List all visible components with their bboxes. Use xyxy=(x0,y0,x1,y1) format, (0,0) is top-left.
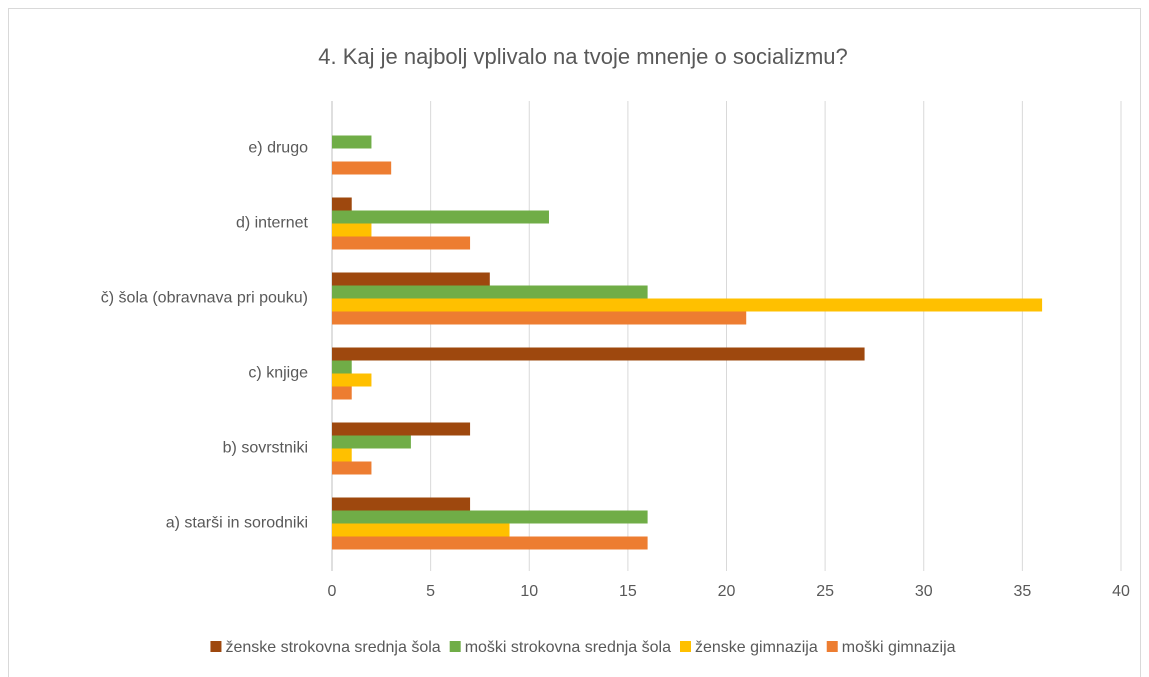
y-tick-label: d) internet xyxy=(236,215,309,232)
legend-swatch xyxy=(210,641,222,652)
x-tick-label: 20 xyxy=(718,583,736,600)
bar xyxy=(332,360,352,374)
bar xyxy=(332,236,471,250)
legend-swatch xyxy=(680,641,691,652)
legend-label: ženske gimnazija xyxy=(695,639,818,656)
x-tick-label: 40 xyxy=(1112,583,1130,600)
bar xyxy=(332,135,372,149)
bar xyxy=(332,285,648,299)
bar xyxy=(332,197,352,211)
x-tick-label: 10 xyxy=(520,583,538,600)
bar xyxy=(332,422,471,436)
legend-swatch xyxy=(449,641,461,652)
y-tick-label: a) starši in sorodniki xyxy=(166,515,308,532)
bar xyxy=(332,223,372,237)
y-tick-label: č) šola (obravnava pri pouku) xyxy=(101,290,308,307)
bar xyxy=(332,536,648,550)
chart-border xyxy=(8,8,1141,677)
chart-title: 4. Kaj je najbolj vplivalo na tvoje mnen… xyxy=(318,44,848,69)
x-tick-label: 0 xyxy=(328,583,337,600)
x-tick-label: 25 xyxy=(816,583,834,600)
x-tick-label: 30 xyxy=(915,583,933,600)
bar xyxy=(332,435,411,449)
bar xyxy=(332,210,549,224)
x-tick-label: 15 xyxy=(619,583,637,600)
bar xyxy=(332,272,490,286)
legend-swatch xyxy=(826,641,838,652)
bar xyxy=(332,448,352,462)
y-tick-label: c) knjige xyxy=(248,365,308,382)
legend-label: moški gimnazija xyxy=(842,639,956,656)
bar xyxy=(332,386,352,400)
bar xyxy=(332,298,1043,312)
legend-label: moški strokovna srednja šola xyxy=(465,639,671,656)
bar xyxy=(332,373,372,387)
bar xyxy=(332,510,648,524)
bar xyxy=(332,161,392,175)
y-tick-label: b) sovrstniki xyxy=(223,440,308,457)
bar xyxy=(332,311,747,325)
bar xyxy=(332,461,372,475)
bar xyxy=(332,523,510,537)
bar xyxy=(332,497,471,511)
legend-label: ženske strokovna srednja šola xyxy=(225,639,440,656)
y-tick-label: e) drugo xyxy=(248,140,308,157)
x-tick-label: 5 xyxy=(426,583,435,600)
x-tick-label: 35 xyxy=(1013,583,1031,600)
bar xyxy=(332,347,865,361)
